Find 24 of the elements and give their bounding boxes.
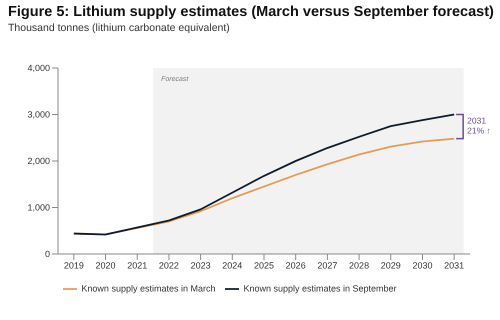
x-tick-label: 2031 bbox=[444, 260, 464, 270]
x-tick-label: 2023 bbox=[190, 260, 211, 270]
x-tick-label: 2021 bbox=[127, 260, 148, 270]
x-tick-label: 2024 bbox=[222, 260, 242, 270]
x-tick-label: 2028 bbox=[349, 260, 370, 270]
x-tick-label: 2027 bbox=[317, 260, 338, 270]
x-tick-label: 2029 bbox=[380, 260, 401, 270]
x-tick-label: 2020 bbox=[96, 260, 116, 270]
x-tick-label: 2022 bbox=[158, 260, 179, 270]
annotation: 2031 21% ↑ bbox=[467, 116, 491, 136]
y-tick-label: 0 bbox=[44, 249, 50, 260]
x-tick-label: 2019 bbox=[64, 260, 84, 270]
line-series bbox=[72, 114, 456, 236]
x-tick-label: 2025 bbox=[254, 260, 274, 270]
y-tick-label: 2,000 bbox=[27, 156, 50, 166]
x-tick-label: 2030 bbox=[412, 260, 432, 270]
y-tick-label: 4,000 bbox=[27, 63, 50, 74]
legend-label: Known supply estimates in March bbox=[81, 283, 216, 294]
y-tick-label: 3,000 bbox=[27, 110, 50, 120]
chart-subtitle: Thousand tonnes (lithium carbonate equivalent) bbox=[8, 22, 230, 34]
x-tick-label: 2026 bbox=[286, 260, 306, 270]
y-tick-label: 1,000 bbox=[27, 202, 50, 213]
legend-label: Known supply estimates in September bbox=[243, 283, 397, 294]
chart-title: Figure 5: Lithium supply estimates (March versus September forecast) bbox=[8, 4, 494, 20]
